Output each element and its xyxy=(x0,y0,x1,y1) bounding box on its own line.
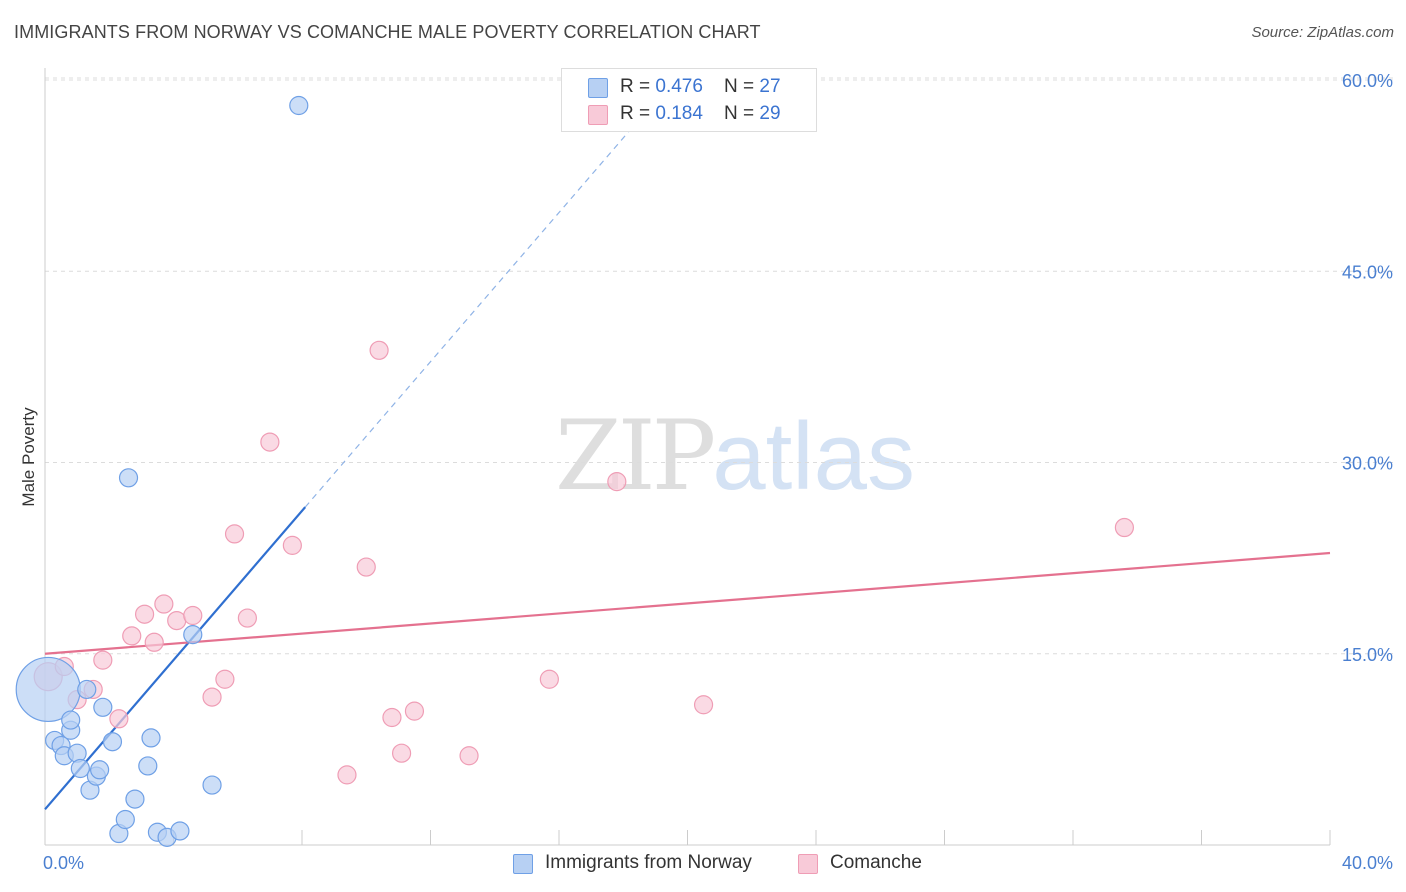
point-comanche xyxy=(404,701,425,721)
point-comanche xyxy=(382,707,402,728)
point-comanche xyxy=(539,669,559,689)
point-norway xyxy=(90,760,110,780)
stats-legend: R = 0.476 N = 27 R = 0.184 N = 29 xyxy=(561,68,817,132)
y-tick-label: 45.0% xyxy=(1342,262,1393,282)
point-norway xyxy=(93,697,113,717)
point-norway xyxy=(141,728,161,748)
point-comanche xyxy=(109,709,129,729)
watermark-atlas: atlas xyxy=(712,403,915,510)
trend-lines xyxy=(44,111,1331,811)
legend-swatch-comanche xyxy=(798,854,818,874)
point-comanche xyxy=(369,340,389,360)
source-label: Source: ZipAtlas.com xyxy=(1251,24,1394,41)
point-comanche xyxy=(134,604,155,624)
point-norway xyxy=(102,732,123,752)
point-norway xyxy=(170,821,190,841)
point-comanche xyxy=(459,746,479,766)
legend-label-norway: Immigrants from Norway xyxy=(545,852,752,873)
point-norway xyxy=(77,679,97,700)
point-comanche xyxy=(693,695,714,715)
point-norway xyxy=(183,625,203,645)
point-norway xyxy=(70,758,90,779)
point-norway xyxy=(125,789,145,809)
point-norway xyxy=(138,756,158,776)
point-norway xyxy=(202,775,222,795)
point-norway xyxy=(61,710,81,730)
data-points xyxy=(15,95,1135,847)
point-norway xyxy=(289,95,309,116)
point-comanche xyxy=(215,669,235,689)
n-value-comanche: 29 xyxy=(759,103,781,124)
point-comanche xyxy=(224,524,245,544)
n-label: N = xyxy=(724,76,760,97)
point-norway xyxy=(115,809,135,830)
point-comanche xyxy=(122,626,142,646)
y-tick-label: 15.0% xyxy=(1342,645,1393,665)
point-comanche xyxy=(93,650,113,670)
point-comanche xyxy=(1114,517,1135,538)
point-comanche xyxy=(391,743,412,763)
y-tick-label: 30.0% xyxy=(1342,454,1393,474)
legend-swatch-norway xyxy=(588,78,608,98)
gridlines xyxy=(45,77,1393,655)
point-norway xyxy=(118,468,139,488)
n-label: N = xyxy=(724,103,760,124)
point-comanche xyxy=(282,535,302,555)
n-value-norway: 27 xyxy=(759,76,781,97)
point-comanche xyxy=(202,687,222,707)
legend-label-comanche: Comanche xyxy=(830,852,922,873)
axes xyxy=(44,68,1331,846)
point-comanche xyxy=(337,765,357,785)
r-value-norway: 0.476 xyxy=(655,76,703,97)
trend-line-norway xyxy=(44,506,307,811)
point-comanche xyxy=(167,610,187,631)
point-comanche xyxy=(237,608,257,628)
legend-swatch-comanche xyxy=(588,105,608,125)
watermark: ZIPatlas xyxy=(555,400,915,512)
r-value-comanche: 0.184 xyxy=(655,103,703,124)
point-comanche xyxy=(607,472,627,492)
r-label: R = xyxy=(620,76,656,97)
axis-labels: 15.0% 30.0% 45.0% 60.0% 0.0% 40.0% Male Povert… xyxy=(19,71,1393,873)
point-comanche xyxy=(154,594,174,614)
legend-swatch-norway xyxy=(513,854,533,874)
watermark-zip: ZIP xyxy=(555,400,716,512)
x-tick-label-min: 0.0% xyxy=(43,853,84,873)
x-tick-label-max: 40.0% xyxy=(1342,853,1393,873)
trend-line-extension-norway xyxy=(304,111,647,508)
point-comanche xyxy=(260,432,280,452)
chart-title: IMMIGRANTS FROM NORWAY VS COMANCHE MALE … xyxy=(14,22,761,42)
r-label: R = xyxy=(620,103,656,124)
y-tick-label: 60.0% xyxy=(1342,71,1393,91)
point-comanche xyxy=(183,605,203,626)
y-axis-label: Male Poverty xyxy=(19,407,38,507)
point-comanche xyxy=(356,557,376,577)
trend-line-comanche xyxy=(44,551,1331,655)
point-comanche xyxy=(144,632,164,652)
